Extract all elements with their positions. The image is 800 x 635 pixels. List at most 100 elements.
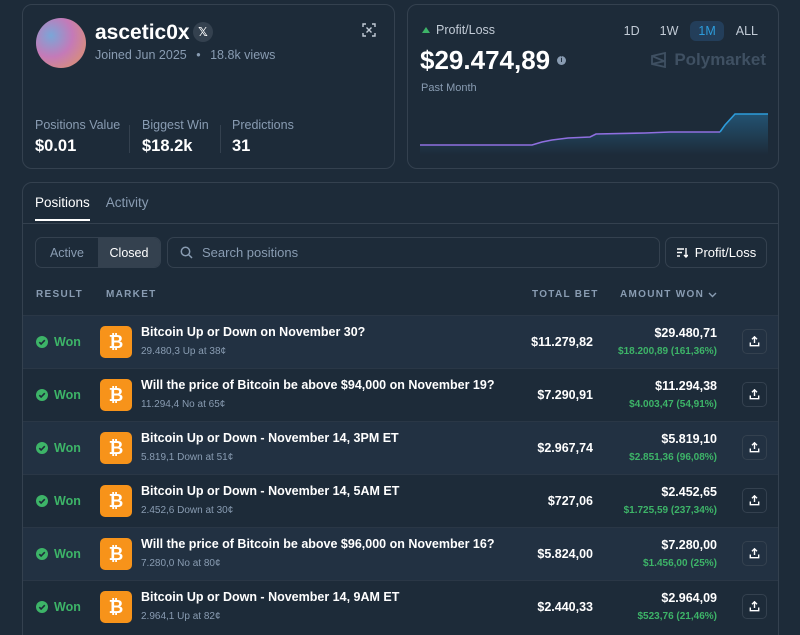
market-title[interactable]: Will the price of Bitcoin be above $96,0… bbox=[141, 537, 495, 551]
pnl-chart bbox=[420, 113, 768, 155]
sort-button[interactable]: Profit/Loss bbox=[665, 237, 767, 268]
stat-positions-value: Positions Value $0.01 bbox=[35, 118, 120, 156]
position-detail: 7.280,0 No at 80¢ bbox=[141, 558, 221, 569]
tab-positions[interactable]: Positions bbox=[35, 195, 90, 221]
share-button[interactable] bbox=[742, 594, 767, 619]
stat-predictions: Predictions 31 bbox=[232, 118, 294, 156]
tabs-divider bbox=[23, 223, 778, 224]
share-button[interactable] bbox=[742, 435, 767, 460]
pnl-period: Past Month bbox=[421, 82, 477, 94]
x-icon[interactable]: 𝕏 bbox=[193, 22, 213, 42]
polymarket-logo-icon bbox=[651, 52, 667, 68]
result-label: Won bbox=[54, 441, 81, 455]
share-button[interactable] bbox=[742, 488, 767, 513]
amount-won: $11.294,38 bbox=[655, 379, 717, 393]
position-detail: 2.452,6 Down at 30¢ bbox=[141, 505, 234, 516]
closed-filter-button[interactable]: Closed bbox=[98, 238, 160, 267]
market-title[interactable]: Will the price of Bitcoin be above $94,0… bbox=[141, 378, 495, 392]
stat-biggest-win: Biggest Win $18.2k bbox=[142, 118, 209, 156]
amount-won: $2.964,09 bbox=[661, 591, 717, 605]
bitcoin-icon: ₿ bbox=[100, 379, 132, 411]
info-icon[interactable]: i bbox=[557, 56, 566, 65]
search-icon bbox=[180, 246, 193, 259]
total-bet: $2.440,33 bbox=[537, 600, 593, 614]
profit-amount: $2.851,36 (96,08%) bbox=[629, 452, 717, 463]
table-row[interactable]: Won ₿ Will the price of Bitcoin be above… bbox=[23, 527, 778, 580]
stat-label: Predictions bbox=[232, 118, 294, 132]
stat-value: $18.2k bbox=[142, 137, 193, 155]
stat-value: 31 bbox=[232, 137, 251, 155]
tab-activity[interactable]: Activity bbox=[105, 195, 149, 210]
column-amount-won[interactable]: AMOUNT WON bbox=[620, 289, 717, 300]
market-title[interactable]: Bitcoin Up or Down on November 30? bbox=[141, 325, 366, 339]
position-detail: 11.294,4 No at 65¢ bbox=[141, 399, 226, 410]
market-title[interactable]: Bitcoin Up or Down - November 14, 9AM ET bbox=[141, 590, 400, 604]
total-bet: $11.279,82 bbox=[531, 335, 593, 349]
pnl-header: Profit/Loss bbox=[422, 23, 495, 37]
check-circle-icon bbox=[36, 601, 48, 613]
share-button[interactable] bbox=[742, 541, 767, 566]
table-row[interactable]: Won ₿ Bitcoin Up or Down - November 14, … bbox=[23, 421, 778, 474]
profit-amount: $18.200,89 (161,36%) bbox=[618, 346, 717, 357]
range-tab-all[interactable]: ALL bbox=[735, 24, 758, 38]
range-tab-1m[interactable]: 1M bbox=[690, 21, 724, 41]
bitcoin-icon: ₿ bbox=[100, 432, 132, 464]
sort-label: Profit/Loss bbox=[694, 245, 757, 260]
market-title[interactable]: Bitcoin Up or Down - November 14, 3PM ET bbox=[141, 431, 399, 445]
search-input[interactable] bbox=[202, 245, 602, 260]
positions-tabs: Positions Activity bbox=[35, 195, 149, 221]
share-icon bbox=[749, 389, 760, 400]
trend-up-icon bbox=[422, 27, 430, 33]
table-row[interactable]: Won ₿ Bitcoin Up or Down on November 30?… bbox=[23, 315, 778, 368]
table-row[interactable]: Won ₿ Will the price of Bitcoin be above… bbox=[23, 368, 778, 421]
table-row[interactable]: Won ₿ Bitcoin Up or Down - November 14, … bbox=[23, 580, 778, 633]
share-icon bbox=[749, 548, 760, 559]
column-result: RESULT bbox=[36, 289, 84, 300]
username: ascetic0x bbox=[95, 21, 190, 44]
view-count: 18.8k views bbox=[210, 48, 276, 62]
share-icon bbox=[749, 336, 760, 347]
chevron-down-icon bbox=[708, 292, 717, 297]
position-detail: 29.480,3 Up at 38¢ bbox=[141, 346, 227, 357]
meta-separator: • bbox=[196, 48, 201, 62]
result-badge: Won bbox=[36, 388, 81, 402]
column-amount-won-label: AMOUNT WON bbox=[620, 289, 705, 300]
profit-amount: $1.456,00 (25%) bbox=[643, 558, 717, 569]
joined-date: Joined Jun 2025 bbox=[95, 48, 187, 62]
bitcoin-icon: ₿ bbox=[100, 591, 132, 623]
range-tab-1d[interactable]: 1D bbox=[623, 24, 640, 38]
active-filter-button[interactable]: Active bbox=[49, 245, 85, 260]
share-button[interactable] bbox=[742, 382, 767, 407]
share-button[interactable] bbox=[742, 329, 767, 354]
result-label: Won bbox=[54, 388, 81, 402]
result-badge: Won bbox=[36, 494, 81, 508]
search-box bbox=[167, 237, 660, 268]
position-detail: 2.964,1 Up at 82¢ bbox=[141, 611, 221, 622]
polymarket-watermark: Polymarket bbox=[650, 50, 766, 70]
pnl-label: Profit/Loss bbox=[436, 23, 496, 37]
scan-icon[interactable] bbox=[362, 23, 376, 37]
check-circle-icon bbox=[36, 336, 48, 348]
position-detail: 5.819,1 Down at 51¢ bbox=[141, 452, 234, 463]
result-badge: Won bbox=[36, 600, 81, 614]
stat-label: Positions Value bbox=[35, 118, 121, 132]
profile-card: ascetic0x 𝕏 Joined Jun 2025 • 18.8k view… bbox=[22, 4, 395, 169]
result-label: Won bbox=[54, 600, 81, 614]
range-tab-1w[interactable]: 1W bbox=[659, 24, 679, 38]
share-icon bbox=[749, 442, 760, 453]
column-total-bet[interactable]: TOTAL BET bbox=[532, 289, 599, 300]
total-bet: $5.824,00 bbox=[537, 547, 593, 561]
column-market: MARKET bbox=[106, 289, 157, 300]
profit-amount: $523,76 (21,46%) bbox=[637, 611, 717, 622]
result-badge: Won bbox=[36, 441, 81, 455]
table-row[interactable]: Won ₿ Bitcoin Up or Down - November 14, … bbox=[23, 474, 778, 527]
share-icon bbox=[749, 495, 760, 506]
market-title[interactable]: Bitcoin Up or Down - November 14, 5AM ET bbox=[141, 484, 400, 498]
bitcoin-icon: ₿ bbox=[100, 326, 132, 358]
avatar[interactable] bbox=[36, 18, 86, 68]
total-bet: $7.290,91 bbox=[537, 388, 593, 402]
range-tabs: 1D 1W 1M ALL bbox=[616, 21, 766, 41]
status-toggle: Active Closed bbox=[35, 237, 161, 268]
polymarket-brand: Polymarket bbox=[674, 50, 766, 69]
stat-divider bbox=[220, 125, 221, 153]
